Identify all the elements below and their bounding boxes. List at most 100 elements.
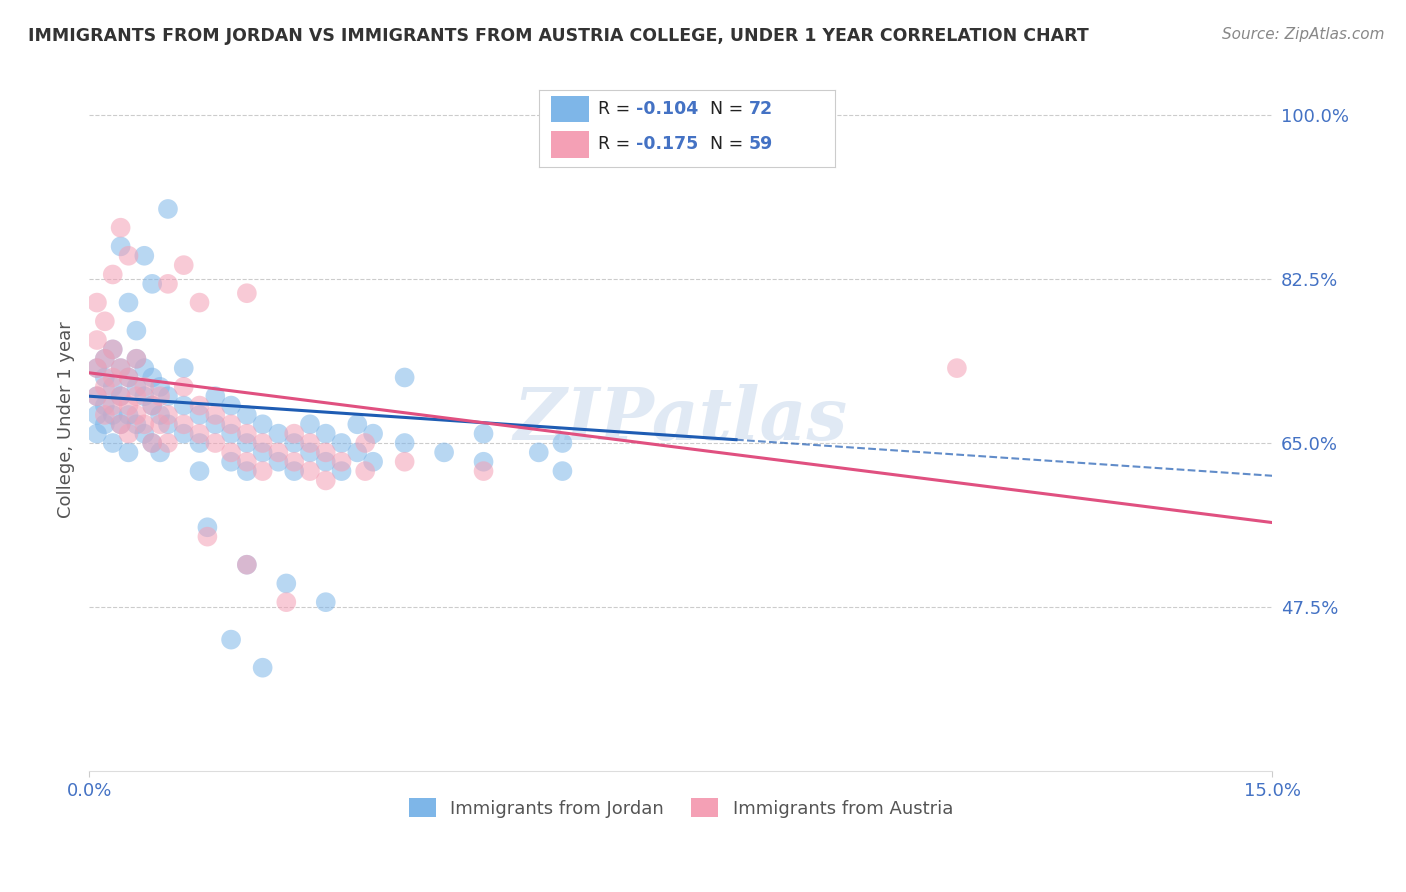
Point — [141, 436, 163, 450]
Point — [125, 389, 148, 403]
Point — [156, 389, 179, 403]
Point — [94, 351, 117, 366]
Point — [156, 202, 179, 216]
Point — [86, 333, 108, 347]
Point — [125, 417, 148, 432]
Point — [141, 399, 163, 413]
Point — [188, 436, 211, 450]
Point — [394, 455, 416, 469]
Point — [86, 389, 108, 403]
Point — [149, 445, 172, 459]
Point — [346, 445, 368, 459]
Point — [86, 389, 108, 403]
Point — [117, 370, 139, 384]
Point — [204, 408, 226, 422]
Point — [197, 520, 219, 534]
Point — [134, 389, 156, 403]
Point — [267, 426, 290, 441]
Point — [117, 445, 139, 459]
Point — [141, 399, 163, 413]
Point — [204, 389, 226, 403]
Point — [236, 558, 259, 572]
Point — [173, 417, 195, 432]
Point — [276, 595, 298, 609]
Point — [125, 351, 148, 366]
Point — [86, 361, 108, 376]
Point — [117, 399, 139, 413]
Point — [361, 455, 384, 469]
Point — [252, 445, 274, 459]
Point — [330, 455, 353, 469]
Point — [94, 351, 117, 366]
Point — [117, 370, 139, 384]
Point — [472, 464, 495, 478]
Point — [94, 408, 117, 422]
Point — [110, 361, 132, 376]
Point — [134, 361, 156, 376]
Point — [94, 417, 117, 432]
Point — [283, 464, 305, 478]
Point — [117, 249, 139, 263]
Point — [298, 417, 321, 432]
Point — [236, 408, 259, 422]
Point — [117, 295, 139, 310]
Point — [267, 445, 290, 459]
Point — [188, 399, 211, 413]
Point — [197, 530, 219, 544]
Point — [188, 464, 211, 478]
Point — [134, 417, 156, 432]
Point — [283, 455, 305, 469]
Text: Source: ZipAtlas.com: Source: ZipAtlas.com — [1222, 27, 1385, 42]
Point — [236, 558, 259, 572]
Point — [94, 314, 117, 328]
Point — [236, 426, 259, 441]
Legend: Immigrants from Jordan, Immigrants from Austria: Immigrants from Jordan, Immigrants from … — [402, 791, 960, 825]
Point — [149, 389, 172, 403]
Point — [252, 417, 274, 432]
Point — [252, 436, 274, 450]
Point — [125, 324, 148, 338]
Point — [330, 464, 353, 478]
Point — [134, 380, 156, 394]
Point — [219, 455, 242, 469]
Point — [86, 295, 108, 310]
Point — [156, 436, 179, 450]
Point — [141, 370, 163, 384]
Point — [117, 408, 139, 422]
Point — [101, 380, 124, 394]
Point — [188, 426, 211, 441]
Point — [236, 436, 259, 450]
Point — [298, 464, 321, 478]
Point — [346, 417, 368, 432]
Point — [94, 399, 117, 413]
Point — [86, 408, 108, 422]
Point — [188, 408, 211, 422]
Point — [173, 258, 195, 272]
Point — [433, 445, 456, 459]
Point — [252, 464, 274, 478]
Point — [110, 417, 132, 432]
Point — [173, 361, 195, 376]
Point — [551, 464, 574, 478]
Point — [86, 361, 108, 376]
Point — [283, 436, 305, 450]
Point — [141, 277, 163, 291]
Y-axis label: College, Under 1 year: College, Under 1 year — [58, 321, 75, 518]
Point — [110, 389, 132, 403]
Point — [472, 455, 495, 469]
Point — [252, 661, 274, 675]
Point — [315, 474, 337, 488]
Point — [298, 436, 321, 450]
Point — [110, 239, 132, 253]
Point — [110, 361, 132, 376]
Point — [315, 455, 337, 469]
Point — [354, 464, 377, 478]
Point — [315, 426, 337, 441]
Point — [236, 286, 259, 301]
Point — [149, 380, 172, 394]
Point — [134, 249, 156, 263]
Point — [110, 389, 132, 403]
Point — [149, 417, 172, 432]
Point — [125, 380, 148, 394]
Point — [219, 399, 242, 413]
